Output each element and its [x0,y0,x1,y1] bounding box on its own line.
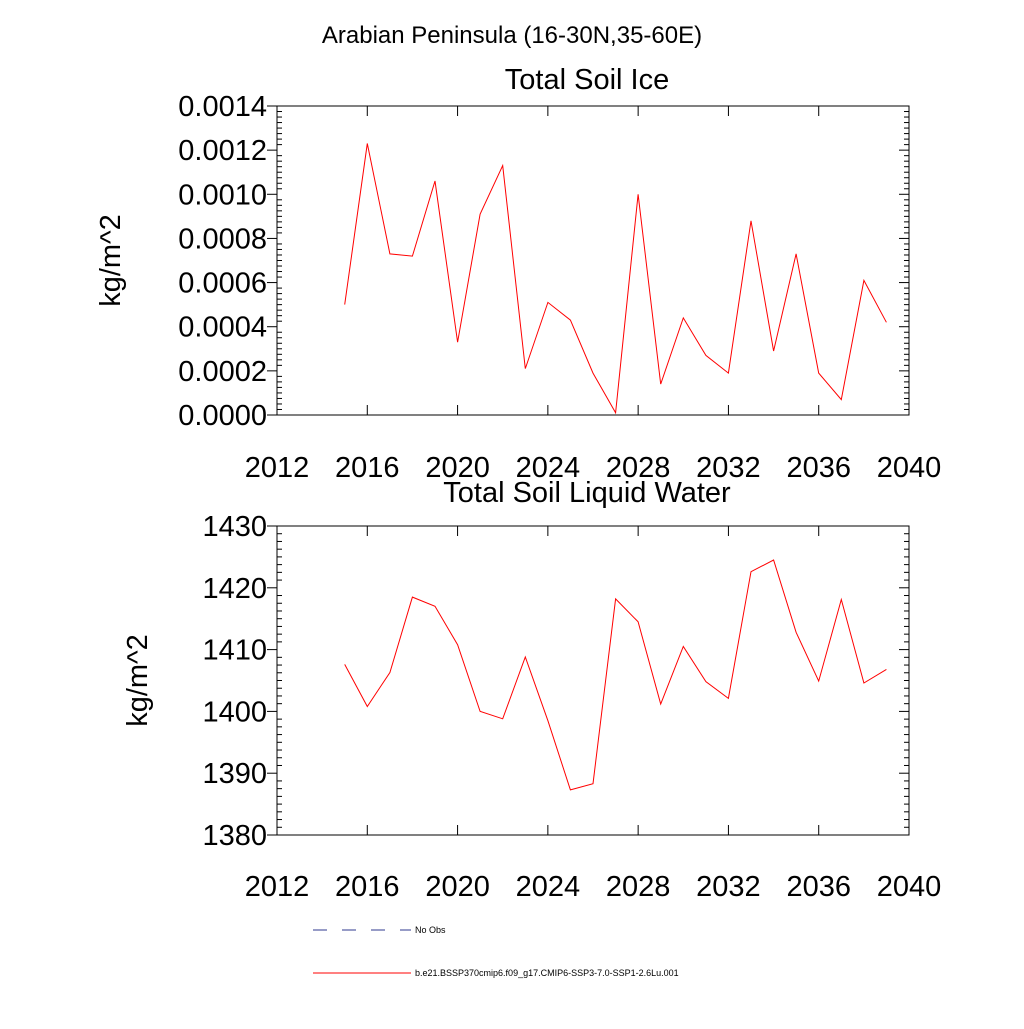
panel-title-soil-liquid-water: Total Soil Liquid Water [443,477,731,509]
x-tick-label: 2036 [786,452,851,484]
y-tick-label: 1420 [202,573,267,605]
y-axis-label: kg/m^2 [95,214,127,307]
x-tick-label: 2040 [877,452,942,484]
panel-soil-liquid-water: Total Soil Liquid Water 2012 2016 2020 2024… [122,477,941,903]
x-tick-label: 2012 [245,452,310,484]
x-tick-label: 2020 [425,871,490,903]
legend-label-no-obs: No Obs [415,925,446,935]
series-line [344,559,887,791]
y-tick-label: 0.0012 [178,135,267,167]
panel-title-soil-ice: Total Soil Ice [505,64,669,96]
y-tick-label: 0.0008 [178,223,267,255]
y-tick-label: 0.0014 [178,91,267,123]
series-line [344,143,887,415]
y-tick-label: 1400 [202,696,267,728]
legend: No Obs b.e21.BSSP370cmip6.f09_g17.CMIP6-… [313,925,679,978]
y-tick-label: 0.0004 [178,312,267,344]
plot-frame [276,525,910,836]
y-tick-label: 1410 [202,635,267,667]
x-tick-label: 2032 [696,452,761,484]
y-tick-label: 0.0000 [178,400,267,432]
panel-soil-ice: Total Soil Ice 2012 2016 2020 2024 2028 2032 2… [95,64,941,484]
y-axis-label: kg/m^2 [122,634,154,727]
y-tick-label: 0.0010 [178,179,267,211]
figure-title: Arabian Peninsula (16-30N,35-60E) [322,22,702,49]
x-tick-label: 2028 [606,452,671,484]
x-tick-label: 2016 [335,871,400,903]
x-tick-label: 2024 [516,452,581,484]
x-tick-label: 2028 [606,871,671,903]
y-tick-label: 1380 [202,820,267,852]
x-tick-label: 2036 [786,871,851,903]
legend-label-model: b.e21.BSSP370cmip6.f09_g17.CMIP6-SSP3-7.… [415,968,679,978]
x-tick-label: 2040 [877,871,942,903]
x-tick-label: 2024 [516,871,581,903]
x-tick-label: 2012 [245,871,310,903]
x-tick-label: 2020 [425,452,490,484]
x-tick-label: 2032 [696,871,761,903]
y-tick-label: 0.0006 [178,268,267,300]
y-tick-label: 1430 [202,511,267,543]
y-tick-label: 0.0002 [178,356,267,388]
y-tick-label: 1390 [202,758,267,790]
x-tick-label: 2016 [335,452,400,484]
plot-frame [276,105,910,416]
